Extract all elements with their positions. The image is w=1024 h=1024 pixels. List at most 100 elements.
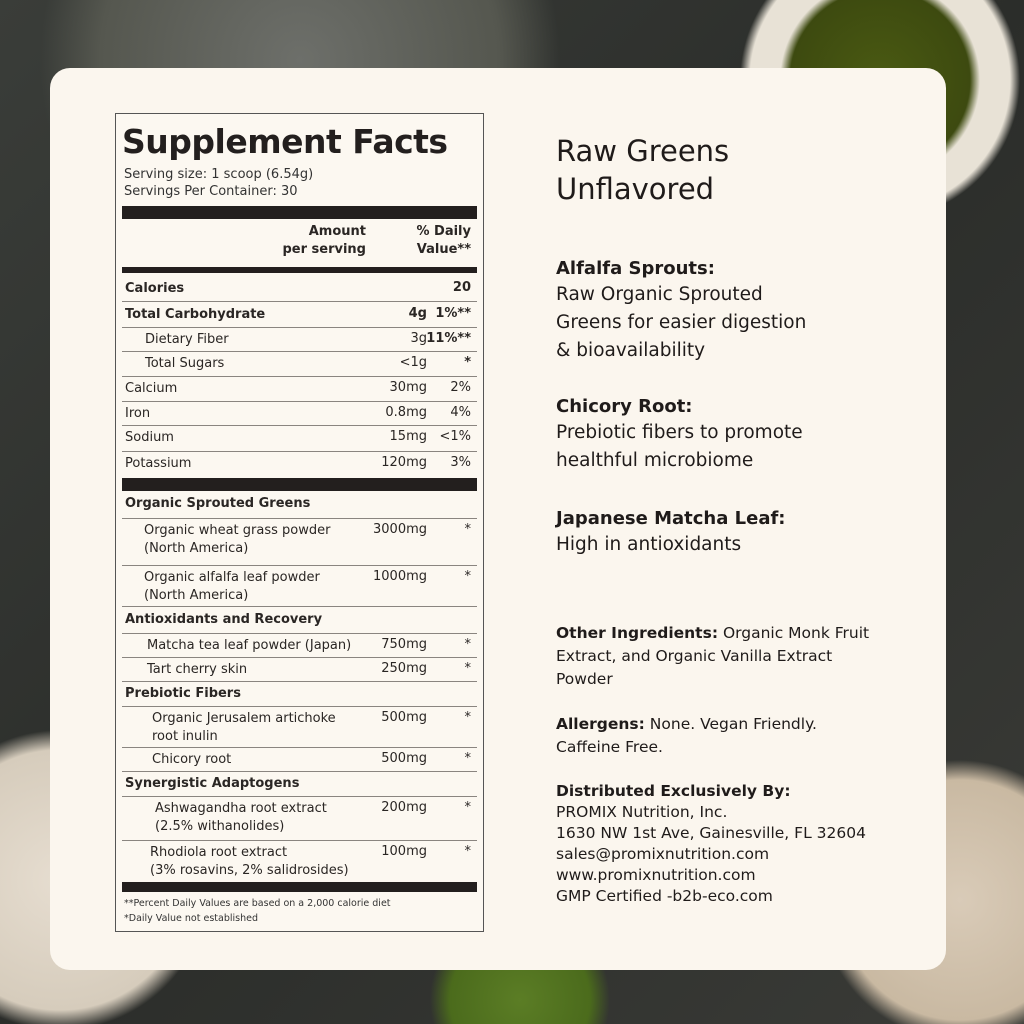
nutrient-dv: 3%: [450, 455, 471, 470]
ingredient-row: Organic Jerusalem artichoke root inulin 50…: [122, 706, 477, 748]
ingredient-detail: (North America): [144, 541, 249, 556]
ingredient-name: Ashwagandha root extract (2.5% withanolid…: [155, 800, 327, 836]
website: www.promixnutrition.com: [556, 866, 756, 884]
header-line: Amount: [308, 224, 366, 239]
ingredient-row: Organic wheat grass powder (North America…: [122, 518, 477, 566]
ingredient-amount: 250mg: [381, 661, 427, 676]
serving-size: Serving size: 1 scoop (6.54g): [124, 167, 314, 182]
group-name: Antioxidants and Recovery: [125, 612, 323, 627]
ingredient-name-text: Tart cherry skin: [147, 662, 248, 677]
ingredient-name-text: Matcha tea leaf powder (Japan): [147, 638, 352, 653]
ingredient-row: Ashwagandha root extract (2.5% withanolid…: [122, 796, 477, 841]
divider-bar: [122, 267, 477, 273]
text-line: Organic Monk Fruit: [718, 624, 870, 642]
highlight: Japanese Matcha Leaf: High in antioxidant…: [556, 508, 786, 559]
highlight-heading: Alfalfa Sprouts:: [556, 258, 715, 279]
ingredient-name: Organic wheat grass powder (North America…: [144, 522, 330, 558]
nutrient-name: Calories: [125, 281, 185, 296]
nutrient-name: Calcium: [125, 381, 178, 396]
ingredient-group-header: Prebiotic Fibers: [122, 681, 477, 707]
ingredient-name: Tart cherry skin: [147, 661, 247, 679]
address: 1630 NW 1st Ave, Gainesville, FL 32604: [556, 824, 866, 842]
ingredient-dv: *: [464, 710, 472, 725]
ingredient-amount: 200mg: [381, 800, 427, 815]
ingredient-row: Chicory root 500mg *: [122, 747, 477, 772]
label-title: Supplement Facts: [122, 122, 448, 161]
ingredient-group-header: Antioxidants and Recovery: [122, 607, 477, 634]
allergens-label: Allergens:: [556, 715, 645, 733]
servings-per-container: Servings Per Container: 30: [124, 184, 298, 199]
group-name: Synergistic Adaptogens: [125, 776, 300, 791]
ingredient-group-header: Organic Sprouted Greens: [122, 491, 477, 519]
nutrient-row: Calcium 30mg 2%: [122, 376, 477, 402]
ingredient-dv: *: [464, 569, 472, 584]
footnote: *Daily Value not established: [124, 913, 258, 924]
ingredient-amount: 3000mg: [373, 522, 427, 537]
ingredient-name: Chicory root: [152, 751, 231, 769]
amount-header: Amount per serving: [282, 223, 366, 259]
nutrient-row: Total Sugars <1g *: [122, 351, 477, 377]
ingredient-name: Organic alfalfa leaf powder (North Americ…: [144, 569, 320, 605]
ingredient-amount: 500mg: [381, 751, 427, 766]
ingredient-dv: *: [464, 522, 472, 537]
ingredient-detail: (North America): [144, 588, 249, 603]
header-line: per serving: [282, 242, 366, 257]
highlight-line: Greens for easier digestion: [556, 312, 807, 333]
group-name: Prebiotic Fibers: [125, 686, 241, 701]
dv-header: % Daily Value**: [416, 223, 471, 259]
header-line: Value**: [416, 242, 471, 257]
nutrient-name: Iron: [125, 406, 151, 421]
ingredient-name-text: Organic alfalfa leaf powder: [144, 570, 320, 585]
ingredient-dv: *: [464, 637, 472, 652]
ingredient-amount: 100mg: [381, 844, 427, 859]
ingredient-amount: 1000mg: [373, 569, 427, 584]
nutrient-amount: 15mg: [389, 429, 427, 444]
divider-bar: [122, 478, 477, 491]
group-name: Organic Sprouted Greens: [125, 496, 311, 511]
nutrient-dv: 2%: [450, 380, 471, 395]
nutrient-row: Potassium 120mg 3%: [122, 451, 477, 477]
ingredient-name: Matcha tea leaf powder (Japan): [147, 637, 351, 655]
other-ingredients: Other Ingredients: Organic Monk Fruit Ext…: [556, 622, 916, 691]
email: sales@promixnutrition.com: [556, 845, 770, 863]
ingredient-amount: 500mg: [381, 710, 427, 725]
highlight-line: & bioavailability: [556, 340, 706, 361]
text-line: None. Vegan Friendly.: [644, 715, 817, 733]
nutrient-amount: 4g: [408, 306, 427, 321]
title-line: Unflavored: [556, 172, 715, 206]
ingredient-amount: 750mg: [381, 637, 427, 652]
ingredient-name-text: Organic Jerusalem artichoke: [152, 711, 336, 726]
calories-row: Calories 20: [122, 276, 477, 302]
nutrient-name: Dietary Fiber: [145, 332, 229, 347]
ingredient-row: Tart cherry skin 250mg *: [122, 657, 477, 682]
ingredient-detail: root inulin: [152, 729, 218, 744]
nutrient-name: Potassium: [125, 456, 192, 471]
ingredient-row: Rhodiola root extract (3% rosavins, 2% sa…: [122, 840, 477, 880]
ingredient-name-text: Ashwagandha root extract: [155, 801, 327, 816]
nutrient-row: Iron 0.8mg 4%: [122, 401, 477, 426]
divider-bar: [122, 206, 477, 219]
nutrient-amount: 30mg: [389, 380, 427, 395]
ingredient-name-text: Chicory root: [152, 752, 232, 767]
supplement-facts-label: Supplement Facts Serving size: 1 scoop (…: [115, 113, 484, 932]
allergens: Allergens: None. Vegan Friendly. Caffeine…: [556, 713, 817, 759]
nutrient-amount: 3g: [410, 331, 427, 346]
nutrient-amount: <1g: [399, 355, 427, 370]
highlight: Alfalfa Sprouts: Raw Organic Sprouted Gree…: [556, 258, 806, 365]
ingredient-dv: *: [464, 661, 472, 676]
distributor: Distributed Exclusively By: PROMIX Nutri…: [556, 781, 866, 907]
nutrient-name: Sodium: [125, 430, 174, 445]
distributor-label: Distributed Exclusively By:: [556, 782, 791, 800]
other-ingredients-label: Other Ingredients:: [556, 624, 719, 642]
nutrient-amount: 0.8mg: [385, 405, 427, 420]
ingredient-detail: (3% rosavins, 2% salidrosides): [150, 863, 349, 878]
highlight-line: High in antioxidants: [556, 534, 742, 555]
nutrient-row: Dietary Fiber 3g 11%**: [122, 327, 477, 352]
nutrient-name: Total Carbohydrate: [125, 307, 266, 322]
nutrient-dv: 11%**: [426, 331, 471, 346]
ingredient-name-text: Organic wheat grass powder: [144, 523, 331, 538]
nutrient-dv: 1%**: [435, 306, 471, 321]
ingredient-row: Matcha tea leaf powder (Japan) 750mg *: [122, 633, 477, 658]
highlight: Chicory Root: Prebiotic fibers to promote…: [556, 396, 803, 475]
highlight-heading: Japanese Matcha Leaf:: [556, 508, 786, 529]
